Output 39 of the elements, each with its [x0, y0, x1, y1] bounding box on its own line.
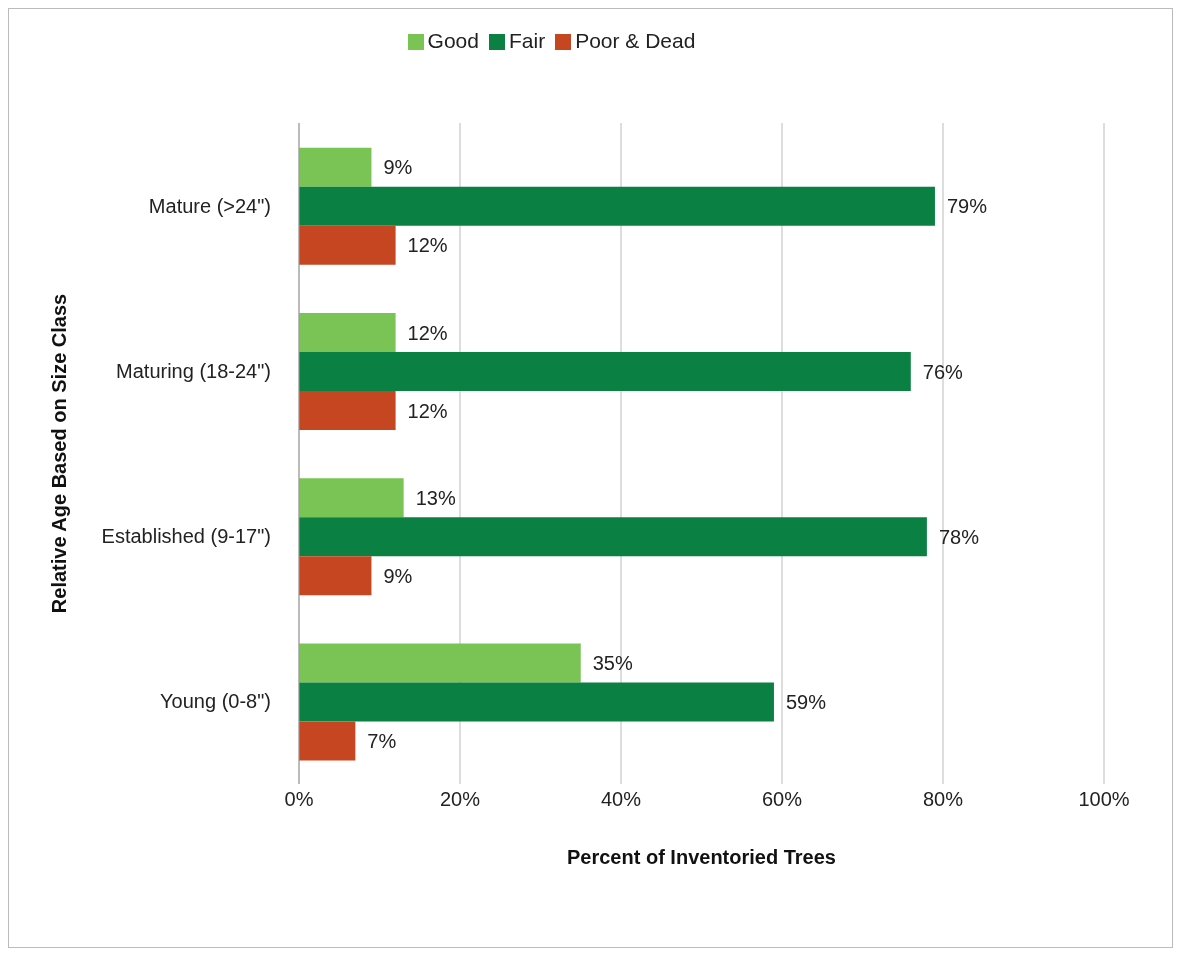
bar	[299, 682, 774, 722]
x-axis-title: Percent of Inventoried Trees	[567, 846, 836, 868]
data-label: 59%	[785, 691, 827, 714]
data-label: 12%	[407, 399, 448, 422]
x-tick-label: 20%	[439, 788, 481, 811]
x-tick-label: 40%	[600, 788, 642, 811]
data-label: 12%	[407, 321, 448, 344]
legend-label: Poor & Dead	[575, 29, 696, 52]
bar	[299, 313, 396, 353]
bar	[299, 556, 372, 596]
bar	[299, 147, 372, 187]
data-label: 12%	[407, 234, 448, 257]
bar	[299, 391, 396, 431]
bar	[299, 478, 404, 518]
x-tick-label: 80%	[922, 788, 964, 811]
bar	[299, 352, 911, 392]
legend-label: Fair	[508, 29, 546, 52]
data-label: 9%	[383, 564, 413, 587]
bar	[299, 643, 581, 683]
y-axis-title: Relative Age Based on Size Class	[48, 293, 71, 614]
data-label: 76%	[922, 360, 964, 383]
bar	[299, 186, 935, 226]
bar	[299, 517, 927, 557]
data-label: 7%	[367, 730, 397, 753]
y-tick-label: Young (0-8")	[160, 690, 271, 713]
data-label: 13%	[415, 486, 456, 509]
data-label: 9%	[383, 156, 413, 179]
data-label: 79%	[946, 195, 988, 218]
data-label: 78%	[938, 525, 980, 548]
legend-label: Good	[427, 29, 479, 52]
x-tick-label: 60%	[761, 788, 803, 811]
y-tick-label: Established (9-17")	[101, 525, 271, 548]
x-tick-label: 100%	[1078, 788, 1130, 811]
x-tick-label: 0%	[284, 788, 314, 811]
data-label: 35%	[592, 652, 633, 675]
bar	[299, 721, 356, 761]
bar	[299, 225, 396, 265]
y-tick-label: Maturing (18-24")	[116, 359, 271, 382]
y-tick-label: Mature (>24")	[148, 194, 271, 217]
